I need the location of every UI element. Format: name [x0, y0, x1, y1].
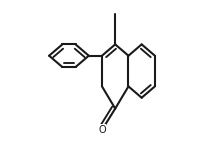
Text: O: O — [98, 125, 106, 135]
